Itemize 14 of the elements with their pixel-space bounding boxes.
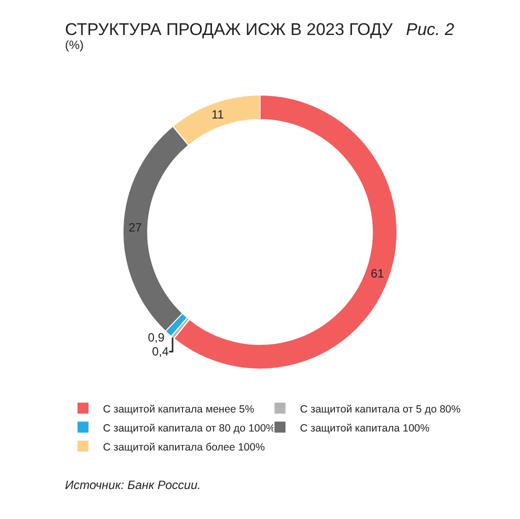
chart-title: СТРУКТУРА ПРОДАЖ ИСЖ В 2023 ГОДУ — [65, 20, 393, 39]
legend-label: С защитой капитала более 100% — [103, 441, 265, 454]
data-label: 0,9 — [148, 330, 165, 345]
legend-label: С защитой капитала менее 5% — [103, 403, 254, 416]
data-label: 27 — [128, 220, 142, 235]
data-label: 0,4 — [152, 344, 170, 359]
text: Рис. 2 — [406, 20, 455, 39]
data-label: 61 — [370, 266, 384, 281]
text: Источник: Банк России. — [65, 478, 201, 492]
legend-label: С защитой капитала 100% — [300, 422, 430, 434]
legend-label: С защитой капитала от 5 до 80% — [300, 403, 461, 416]
chart-subtitle: (%) — [65, 38, 84, 52]
donut-slice — [173, 94, 398, 370]
data-label: 11 — [212, 108, 224, 122]
